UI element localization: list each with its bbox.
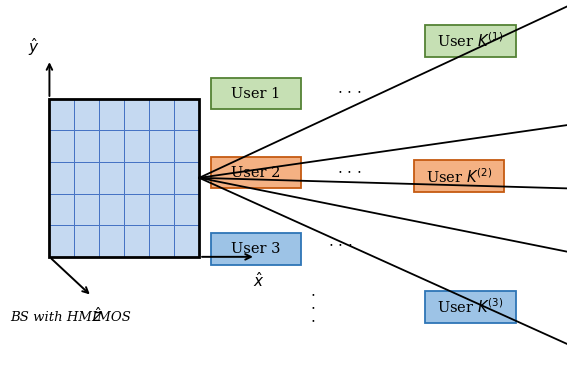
Bar	[149, 130, 174, 162]
Text: $\hat{z}$: $\hat{z}$	[93, 306, 103, 325]
Bar	[99, 130, 124, 162]
Bar	[99, 99, 124, 130]
Bar	[74, 99, 99, 130]
Bar	[425, 25, 516, 57]
Bar	[99, 162, 124, 194]
Text: $\cdot$ $\cdot$ $\cdot$: $\cdot$ $\cdot$ $\cdot$	[328, 239, 353, 253]
Bar	[74, 130, 99, 162]
Bar	[174, 194, 199, 225]
Text: $\cdot$ $\cdot$ $\cdot$: $\cdot$ $\cdot$ $\cdot$	[337, 165, 361, 180]
Bar	[211, 78, 301, 109]
Text: $\cdot$: $\cdot$	[310, 312, 315, 327]
Bar	[174, 225, 199, 257]
Text: $\cdot$: $\cdot$	[310, 286, 315, 301]
Bar	[149, 225, 174, 257]
Bar	[49, 99, 74, 130]
Text: User 1: User 1	[231, 87, 281, 100]
Bar	[211, 157, 301, 188]
Bar	[124, 194, 149, 225]
Text: $\hat{y}$: $\hat{y}$	[28, 36, 39, 58]
Text: $\cdot$: $\cdot$	[310, 299, 315, 314]
Bar	[174, 162, 199, 194]
Bar	[99, 225, 124, 257]
Bar	[74, 225, 99, 257]
Bar	[49, 99, 199, 257]
Bar	[74, 194, 99, 225]
Bar	[149, 162, 174, 194]
Bar	[99, 194, 124, 225]
Text: User 2: User 2	[231, 165, 281, 180]
Bar	[124, 99, 149, 130]
Bar	[124, 130, 149, 162]
Bar	[49, 194, 74, 225]
Bar	[49, 130, 74, 162]
Bar	[49, 225, 74, 257]
Text: User $K^{(3)}$: User $K^{(3)}$	[437, 298, 504, 316]
Text: User $K^{(2)}$: User $K^{(2)}$	[426, 167, 492, 186]
Bar	[124, 225, 149, 257]
Text: BS with HMIMOS: BS with HMIMOS	[10, 311, 131, 324]
Bar	[49, 162, 74, 194]
Bar	[74, 162, 99, 194]
Bar	[174, 99, 199, 130]
Bar	[124, 162, 149, 194]
Bar	[149, 194, 174, 225]
Bar	[425, 291, 516, 323]
Bar	[174, 130, 199, 162]
Text: User $K^{(1)}$: User $K^{(1)}$	[437, 32, 504, 50]
Text: $\cdot$ $\cdot$ $\cdot$: $\cdot$ $\cdot$ $\cdot$	[337, 86, 361, 100]
Bar	[149, 99, 174, 130]
Bar	[211, 233, 301, 265]
Text: $\hat{x}$: $\hat{x}$	[253, 272, 264, 290]
Text: User 3: User 3	[231, 242, 281, 256]
Bar	[414, 160, 504, 192]
